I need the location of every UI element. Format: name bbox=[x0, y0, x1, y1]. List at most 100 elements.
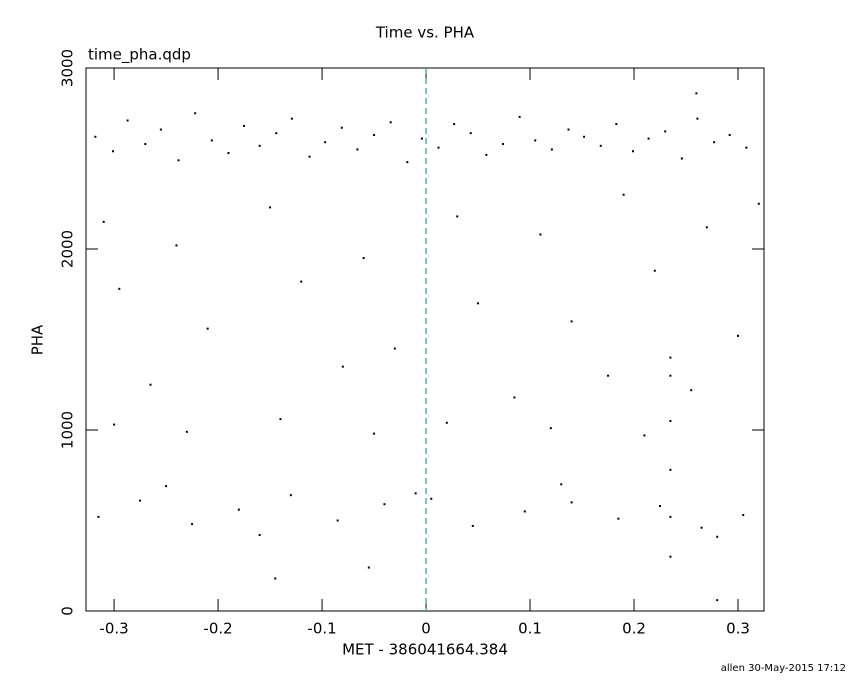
point bbox=[469, 132, 472, 135]
point bbox=[393, 347, 396, 350]
point bbox=[274, 577, 277, 580]
point bbox=[518, 115, 521, 118]
point bbox=[716, 535, 719, 538]
point bbox=[269, 206, 272, 209]
point bbox=[570, 501, 573, 504]
chart-title: Time vs. PHA bbox=[375, 24, 475, 42]
point bbox=[631, 150, 634, 153]
point bbox=[102, 220, 105, 223]
point bbox=[414, 492, 417, 495]
point bbox=[659, 505, 662, 508]
point bbox=[258, 144, 261, 147]
point bbox=[599, 144, 602, 147]
point bbox=[690, 389, 693, 392]
x-tick-label: 0.2 bbox=[622, 620, 646, 638]
point bbox=[534, 139, 537, 142]
y-tick-label: 2000 bbox=[59, 230, 77, 268]
x-tick-label: 0 bbox=[421, 620, 431, 638]
point bbox=[669, 356, 672, 359]
point bbox=[243, 124, 246, 127]
point bbox=[324, 141, 327, 144]
point bbox=[126, 119, 129, 122]
plot-frame bbox=[85, 67, 765, 612]
point bbox=[112, 150, 115, 153]
point bbox=[680, 157, 683, 160]
point bbox=[210, 139, 213, 142]
point bbox=[669, 374, 672, 377]
point bbox=[647, 137, 650, 140]
point bbox=[550, 148, 553, 151]
point bbox=[356, 148, 359, 151]
point bbox=[669, 419, 672, 422]
point bbox=[165, 485, 168, 488]
point bbox=[362, 257, 365, 260]
point bbox=[373, 432, 376, 435]
point bbox=[373, 133, 376, 136]
x-tick-label: -0.1 bbox=[307, 620, 336, 638]
point bbox=[340, 126, 343, 129]
point bbox=[289, 494, 292, 497]
point bbox=[669, 515, 672, 518]
point bbox=[290, 117, 293, 120]
point bbox=[539, 233, 542, 236]
point bbox=[716, 599, 719, 602]
point bbox=[406, 161, 409, 164]
point bbox=[664, 130, 667, 133]
point bbox=[177, 159, 180, 162]
point bbox=[94, 135, 97, 138]
point bbox=[113, 423, 116, 426]
point bbox=[308, 155, 311, 158]
point bbox=[175, 244, 178, 247]
point bbox=[700, 526, 703, 529]
point bbox=[477, 302, 480, 305]
point bbox=[583, 135, 586, 138]
point bbox=[570, 320, 573, 323]
y-tick-label: 0 bbox=[59, 606, 77, 616]
point bbox=[560, 483, 563, 486]
annotation: time_pha.qdp bbox=[88, 46, 191, 65]
point bbox=[696, 117, 699, 120]
point bbox=[456, 215, 459, 218]
y-axis-label: PHA bbox=[29, 324, 47, 355]
point bbox=[643, 434, 646, 437]
x-tick-label: -0.3 bbox=[99, 620, 128, 638]
point bbox=[757, 202, 760, 205]
point bbox=[159, 128, 162, 131]
point bbox=[279, 418, 282, 421]
point bbox=[258, 533, 261, 536]
point bbox=[485, 153, 488, 156]
point bbox=[191, 523, 194, 526]
point bbox=[737, 334, 740, 337]
x-tick-label: -0.2 bbox=[203, 620, 232, 638]
x-axis-label: MET - 386041664.384 bbox=[342, 641, 508, 659]
y-tick-label: 1000 bbox=[59, 411, 77, 449]
point bbox=[523, 510, 526, 513]
point bbox=[206, 327, 209, 330]
point bbox=[728, 133, 731, 136]
point bbox=[367, 566, 370, 569]
point bbox=[501, 143, 504, 146]
point bbox=[653, 269, 656, 272]
footer: allen 30-May-2015 17:12 bbox=[721, 663, 846, 674]
x-tick-label: 0.3 bbox=[726, 620, 750, 638]
point bbox=[383, 503, 386, 506]
point bbox=[118, 287, 121, 290]
point bbox=[617, 517, 620, 520]
point bbox=[430, 497, 433, 500]
point bbox=[513, 396, 516, 399]
point bbox=[622, 193, 625, 196]
point bbox=[669, 468, 672, 471]
point bbox=[742, 514, 745, 517]
point bbox=[567, 128, 570, 131]
point bbox=[341, 365, 344, 368]
point bbox=[420, 137, 423, 140]
y-tick-label: 3000 bbox=[59, 49, 77, 87]
point bbox=[139, 499, 142, 502]
point bbox=[97, 515, 100, 518]
point bbox=[713, 141, 716, 144]
point bbox=[607, 374, 610, 377]
point bbox=[549, 427, 552, 430]
point bbox=[471, 524, 474, 527]
